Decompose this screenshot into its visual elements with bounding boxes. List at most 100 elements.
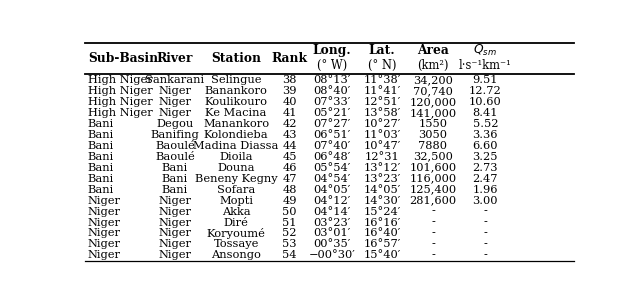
Text: Dioila: Dioila [219, 152, 253, 162]
Text: 11°41′: 11°41′ [363, 86, 401, 96]
Text: 5.52: 5.52 [473, 119, 498, 129]
Text: Station: Station [211, 52, 261, 65]
Text: Lat.: Lat. [368, 44, 395, 57]
Text: 00°35′: 00°35′ [313, 240, 350, 250]
Text: 3.25: 3.25 [473, 152, 498, 162]
Text: 11°03′: 11°03′ [363, 130, 401, 140]
Text: Ke Macina: Ke Macina [205, 108, 267, 118]
Text: (° N): (° N) [368, 59, 396, 72]
Text: Madina Diassa: Madina Diassa [194, 141, 279, 151]
Text: 08°13′: 08°13′ [313, 75, 350, 85]
Text: 1550: 1550 [419, 119, 448, 129]
Text: Bani: Bani [88, 119, 114, 129]
Text: Bani: Bani [88, 174, 114, 184]
Text: Niger: Niger [159, 97, 192, 107]
Text: Bani: Bani [162, 185, 188, 195]
Text: 12.72: 12.72 [469, 86, 502, 96]
Text: 116,000: 116,000 [410, 174, 457, 184]
Text: Tossaye: Tossaye [213, 240, 258, 250]
Text: 53: 53 [282, 240, 297, 250]
Text: 125,400: 125,400 [410, 185, 457, 195]
Text: 8.41: 8.41 [473, 108, 498, 118]
Text: Bani: Bani [88, 185, 114, 195]
Text: 07°27′: 07°27′ [313, 119, 350, 129]
Text: 41: 41 [282, 108, 297, 118]
Text: Area: Area [417, 44, 449, 57]
Text: -: - [484, 218, 487, 228]
Text: 04°54′: 04°54′ [313, 174, 350, 184]
Text: Niger: Niger [88, 218, 121, 228]
Text: Long.: Long. [312, 44, 351, 57]
Text: 43: 43 [282, 130, 297, 140]
Text: Niger: Niger [159, 196, 192, 206]
Text: 45: 45 [282, 152, 297, 162]
Text: Mopti: Mopti [219, 196, 253, 206]
Text: -: - [431, 206, 435, 216]
Text: Niger: Niger [159, 240, 192, 250]
Text: 120,000: 120,000 [410, 97, 457, 107]
Text: 05°21′: 05°21′ [313, 108, 350, 118]
Text: 2.73: 2.73 [473, 163, 498, 173]
Text: 15°40′: 15°40′ [363, 250, 401, 260]
Text: -: - [431, 250, 435, 260]
Text: Banankoro: Banankoro [204, 86, 267, 96]
Text: 08°40′: 08°40′ [313, 86, 350, 96]
Text: Bani: Bani [88, 163, 114, 173]
Text: (° W): (° W) [317, 59, 347, 72]
Text: Selingue: Selingue [211, 75, 261, 85]
Text: 10°47′: 10°47′ [363, 141, 401, 151]
Text: 32,500: 32,500 [413, 152, 453, 162]
Text: 1.96: 1.96 [473, 185, 498, 195]
Text: Douna: Douna [217, 163, 255, 173]
Text: 04°12′: 04°12′ [313, 196, 350, 206]
Text: 13°12′: 13°12′ [363, 163, 401, 173]
Text: Sofara: Sofara [217, 185, 255, 195]
Text: 7880: 7880 [419, 141, 448, 151]
Text: -: - [484, 228, 487, 238]
Text: 54: 54 [282, 250, 297, 260]
Text: High Niger: High Niger [88, 75, 152, 85]
Text: 9.51: 9.51 [473, 75, 498, 85]
Text: 6.60: 6.60 [473, 141, 498, 151]
Text: High Niger: High Niger [88, 97, 152, 107]
Text: 51: 51 [282, 218, 297, 228]
Text: 3.36: 3.36 [473, 130, 498, 140]
Text: Diré: Diré [224, 218, 249, 228]
Text: Niger: Niger [159, 228, 192, 238]
Text: River: River [157, 52, 194, 65]
Text: 48: 48 [282, 185, 297, 195]
Text: 16°40′: 16°40′ [363, 228, 401, 238]
Text: 04°05′: 04°05′ [313, 185, 350, 195]
Text: 07°40′: 07°40′ [313, 141, 350, 151]
Text: 12°51′: 12°51′ [363, 97, 401, 107]
Text: 2.47: 2.47 [473, 174, 498, 184]
Text: 50: 50 [282, 206, 297, 216]
Text: Bani: Bani [88, 141, 114, 151]
Text: Kolondieba: Kolondieba [204, 130, 268, 140]
Text: Bani: Bani [88, 130, 114, 140]
Text: Baoulé: Baoulé [155, 141, 195, 151]
Text: 11°38′: 11°38′ [363, 75, 401, 85]
Text: High Niger: High Niger [88, 108, 152, 118]
Text: 14°30′: 14°30′ [363, 196, 401, 206]
Text: Sankarani: Sankarani [145, 75, 204, 85]
Text: 05°54′: 05°54′ [313, 163, 350, 173]
Text: $Q_{sm}$: $Q_{sm}$ [473, 43, 497, 58]
Text: Niger: Niger [88, 228, 121, 238]
Text: 46: 46 [282, 163, 297, 173]
Text: Rank: Rank [272, 52, 307, 65]
Text: 16°16′: 16°16′ [363, 218, 401, 228]
Text: 03°23′: 03°23′ [313, 218, 350, 228]
Text: Niger: Niger [88, 196, 121, 206]
Text: 38: 38 [282, 75, 297, 85]
Text: Bani: Bani [88, 152, 114, 162]
Text: 52: 52 [282, 228, 297, 238]
Text: 42: 42 [282, 119, 297, 129]
Text: Niger: Niger [159, 86, 192, 96]
Text: 101,600: 101,600 [410, 163, 457, 173]
Text: −00°30′: −00°30′ [309, 250, 356, 260]
Text: 14°05′: 14°05′ [363, 185, 401, 195]
Text: -: - [484, 250, 487, 260]
Text: 06°51′: 06°51′ [313, 130, 350, 140]
Text: -: - [431, 240, 435, 250]
